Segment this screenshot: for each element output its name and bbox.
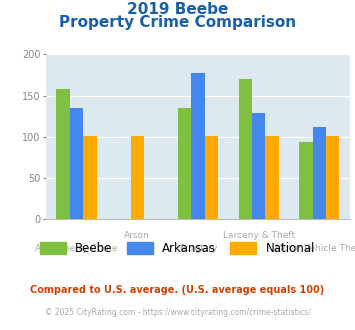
Bar	[299, 142, 313, 219]
Text: Burglary: Burglary	[179, 244, 217, 253]
Bar	[131, 136, 144, 219]
Bar	[191, 73, 204, 219]
Text: Arson: Arson	[124, 231, 150, 240]
Text: All Property Crime: All Property Crime	[35, 244, 118, 253]
Legend: Beebe, Arkansas, National: Beebe, Arkansas, National	[35, 237, 320, 260]
Bar	[239, 79, 252, 219]
Text: © 2025 CityRating.com - https://www.cityrating.com/crime-statistics/: © 2025 CityRating.com - https://www.city…	[45, 308, 310, 316]
Bar	[56, 89, 70, 219]
Bar	[83, 136, 97, 219]
Text: Compared to U.S. average. (U.S. average equals 100): Compared to U.S. average. (U.S. average …	[31, 285, 324, 295]
Text: Larceny & Theft: Larceny & Theft	[223, 231, 295, 240]
Bar	[326, 136, 339, 219]
Bar	[204, 136, 218, 219]
Text: 2019 Beebe: 2019 Beebe	[127, 2, 228, 16]
Bar	[252, 113, 265, 219]
Bar	[265, 136, 279, 219]
Bar	[178, 108, 191, 219]
Text: Property Crime Comparison: Property Crime Comparison	[59, 15, 296, 30]
Bar	[70, 108, 83, 219]
Bar	[313, 127, 326, 219]
Text: Motor Vehicle Theft: Motor Vehicle Theft	[275, 244, 355, 253]
